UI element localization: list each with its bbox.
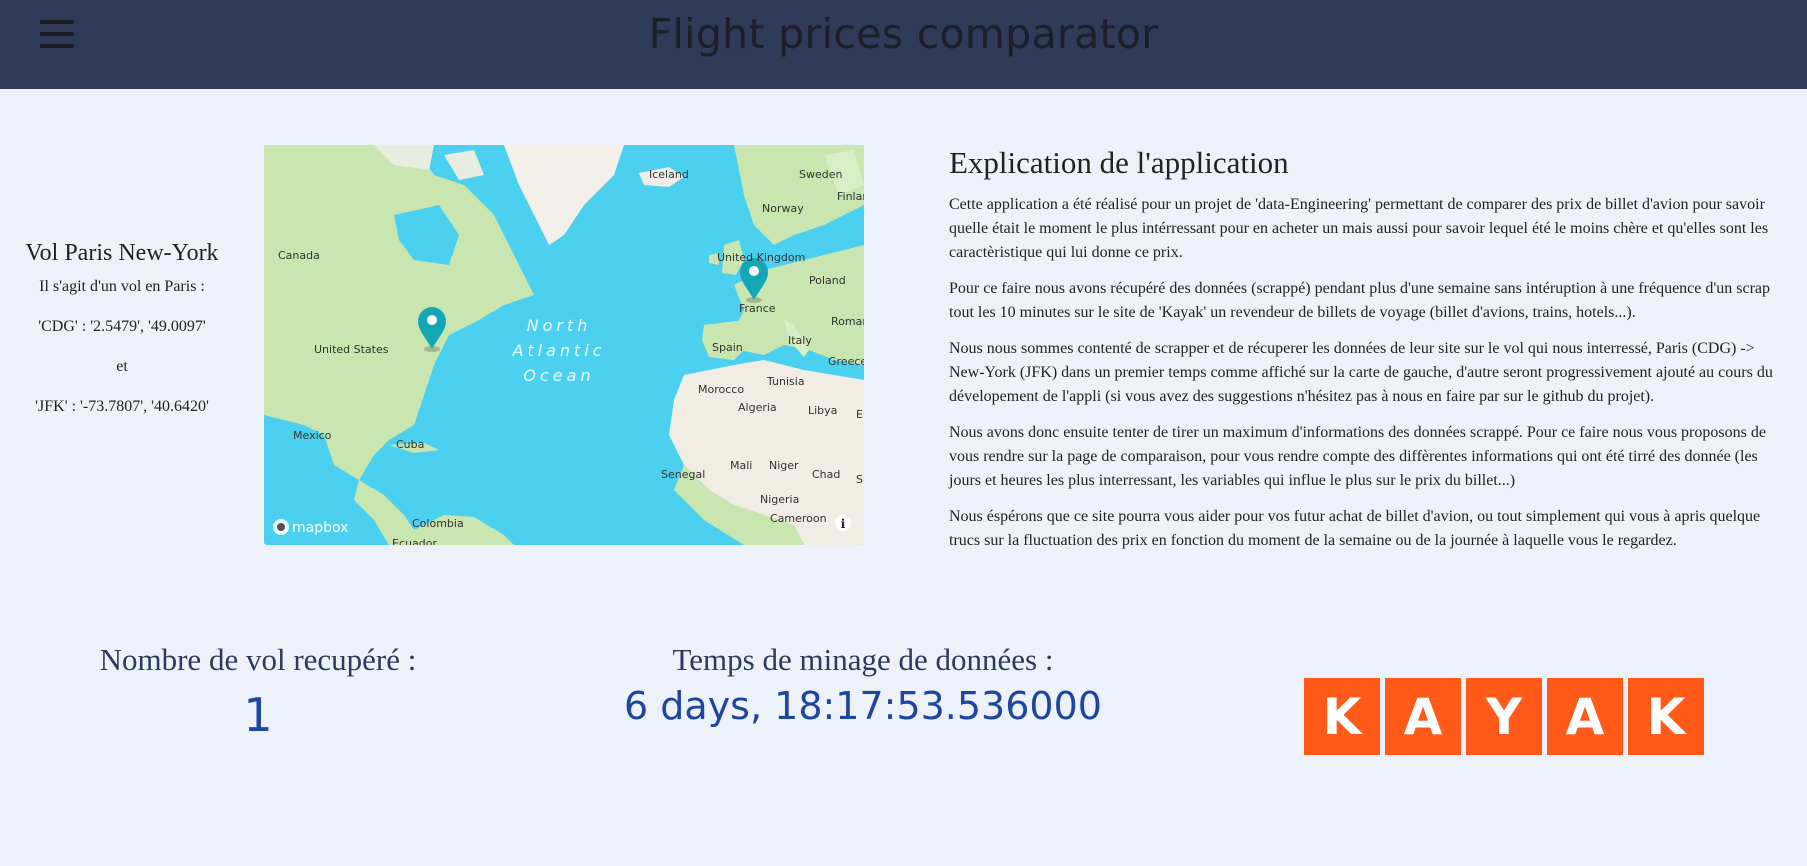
map-label: United States [314, 343, 389, 356]
map-label: Morocco [698, 383, 744, 396]
route-info: Vol Paris New-York Il s'agit d'un vol en… [0, 240, 244, 437]
map-label: Canada [278, 249, 320, 262]
app-title: Flight prices comparator [648, 10, 1159, 58]
map-label: Ecuador [392, 537, 437, 545]
hamburger-menu-icon[interactable] [40, 18, 74, 50]
top-bar: Flight prices comparator [0, 0, 1807, 89]
map-label: Colombia [412, 517, 464, 530]
explanation-section: Explication de l'application Cette appli… [949, 145, 1774, 565]
mining-time-label: Temps de minage de données : [672, 642, 1054, 677]
map-label: E [856, 408, 863, 421]
map-canvas[interactable]: North Atlantic Ocean Iceland Sweden Finl… [264, 145, 864, 545]
explanation-paragraph: Nous nous sommes contenté de scrapper et… [949, 340, 1773, 405]
kayak-logo-letter: Y [1466, 678, 1542, 755]
map-label: S [856, 473, 863, 486]
jfk-marker[interactable] [418, 307, 446, 352]
mapbox-wordmark: mapbox [292, 520, 348, 536]
flights-count-label: Nombre de vol recupéré : [99, 642, 417, 677]
map-label: Libya [808, 404, 837, 417]
route-title: Vol Paris New-York [25, 240, 219, 266]
route-map[interactable]: North Atlantic Ocean Iceland Sweden Finl… [264, 145, 864, 545]
map-label: Niger [769, 459, 799, 472]
kayak-logo-letter: A [1385, 678, 1461, 755]
map-label: Italy [788, 334, 812, 347]
map-label: Roman [831, 315, 864, 328]
svg-text:i: i [841, 517, 846, 531]
map-label: Tunisia [766, 375, 805, 388]
map-label: Spain [712, 341, 743, 354]
map-label: Senegal [661, 468, 705, 481]
explanation-paragraph: Pour ce faire nous avons récupéré des do… [949, 280, 1771, 321]
kayak-logo: K A Y A K [1304, 678, 1704, 755]
explanation-paragraph: Cette application a été réalisé pour un … [949, 196, 1769, 261]
map-label: Sweden [799, 168, 842, 181]
map-label: Greece [828, 355, 864, 368]
info-icon[interactable]: i [835, 515, 851, 531]
map-label: Poland [809, 274, 846, 287]
map-label: Mali [730, 459, 752, 472]
map-label: Mexico [293, 429, 332, 442]
route-description: Il s'agit d'un vol en Paris : [39, 278, 205, 295]
map-label: Finlan [837, 190, 864, 203]
kayak-logo-letter: K [1304, 678, 1380, 755]
route-connector: et [116, 358, 128, 375]
ocean-label-1: North [527, 316, 592, 335]
mapbox-logo[interactable]: mapbox [273, 519, 348, 536]
map-label: Cuba [396, 438, 424, 451]
ocean-label-2: Atlantic [511, 341, 605, 360]
map-label: Chad [812, 468, 840, 481]
cdg-marker[interactable] [740, 258, 768, 303]
map-label: United Kingdom [717, 251, 805, 264]
flights-count-stat: Nombre de vol recupéré : 1 [58, 642, 458, 742]
mining-time-value: 6 days, 18:17:53.536000 [624, 684, 1102, 728]
kayak-logo-letter: K [1628, 678, 1704, 755]
flights-count-value: 1 [243, 688, 273, 742]
map-label: Cameroon [770, 512, 827, 525]
map-label: Nigeria [760, 493, 799, 506]
jfk-coordinates: 'JFK' : '-73.7807', '40.6420' [35, 398, 209, 415]
map-label: Algeria [738, 401, 777, 414]
map-label: Iceland [649, 168, 689, 181]
mining-time-stat: Temps de minage de données : 6 days, 18:… [613, 642, 1113, 728]
map-label: France [739, 302, 776, 315]
map-label: Norway [762, 202, 804, 215]
explanation-paragraph: Nous éspérons que ce site pourra vous ai… [949, 508, 1761, 549]
explanation-heading: Explication de l'application [949, 145, 1289, 180]
ocean-label-3: Ocean [523, 366, 594, 385]
kayak-logo-letter: A [1547, 678, 1623, 755]
cdg-coordinates: 'CDG' : '2.5479', '49.0097' [38, 318, 206, 335]
explanation-paragraph: Nous avons donc ensuite tenter de tirer … [949, 424, 1766, 489]
